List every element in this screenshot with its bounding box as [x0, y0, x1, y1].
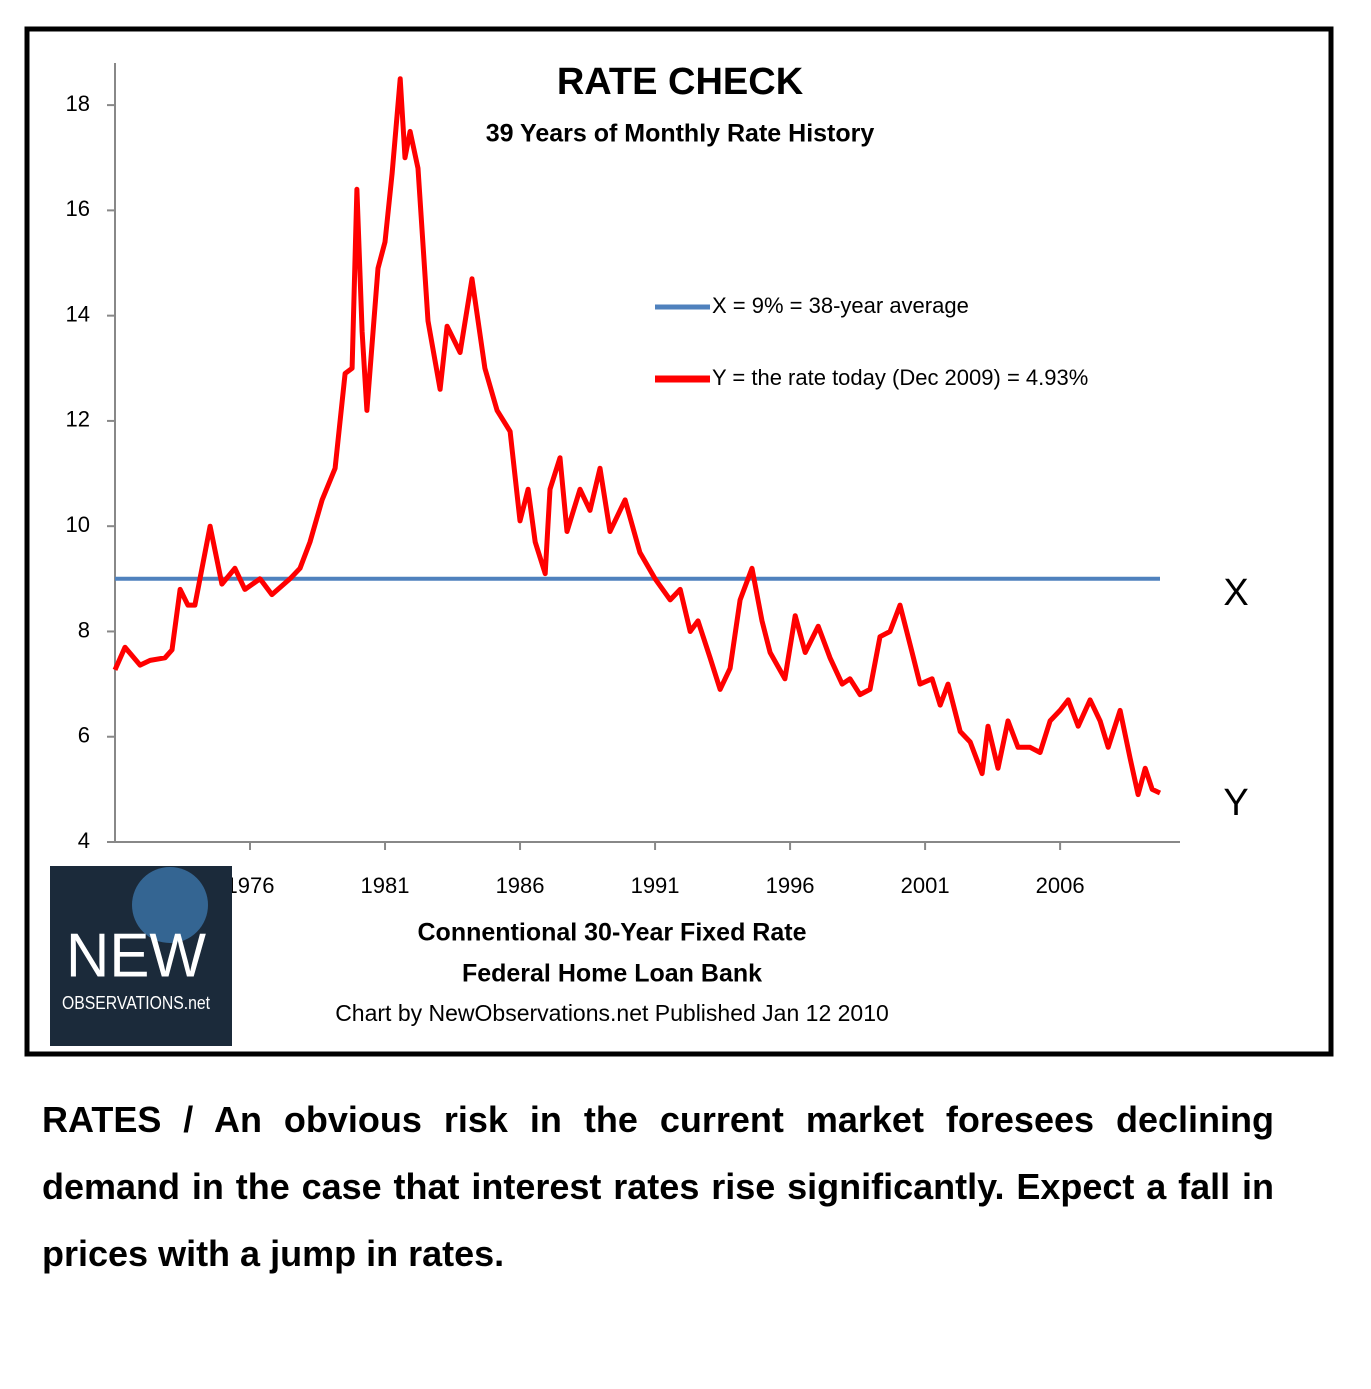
logo-subtitle: OBSERVATIONS.net [62, 993, 210, 1013]
y-tick-label: 10 [66, 512, 90, 537]
credit: Chart by NewObservations.net Published J… [335, 1000, 889, 1026]
y-tick-label: 4 [78, 828, 90, 853]
x-tick-label: 1996 [766, 873, 815, 898]
x-axis-label: Connentional 30-Year Fixed Rate [418, 919, 807, 947]
y-tick-label: 8 [78, 617, 90, 642]
y-tick-label: 6 [78, 723, 90, 748]
end-label: X [1223, 572, 1248, 614]
logo: NEW OBSERVATIONS.net [50, 866, 232, 1046]
logo-emblem [132, 867, 208, 943]
y-tick-label: 16 [66, 196, 90, 221]
chart-title: RATE CHECK [557, 61, 804, 103]
x-tick-label: 1986 [496, 873, 545, 898]
x-tick-label: 1976 [226, 873, 275, 898]
caption: RATES / An obvious risk in the current m… [42, 1099, 1274, 1274]
legend-label: X = 9% = 38-year average [712, 293, 969, 318]
x-tick-label: 2006 [1036, 873, 1085, 898]
end-label: Y [1223, 782, 1248, 824]
chart-frame [24, 26, 1334, 1057]
series-line [112, 76, 1162, 798]
x-tick-label: 1991 [631, 873, 680, 898]
logo-title: NEW [66, 921, 206, 990]
legend-label: Y = the rate today (Dec 2009) = 4.93% [712, 365, 1088, 390]
y-tick-label: 18 [66, 91, 90, 116]
y-tick-label: 12 [66, 407, 90, 432]
x-tick-label: 2001 [901, 873, 950, 898]
chart-subtitle: 39 Years of Monthly Rate History [486, 120, 875, 148]
x-axis-label: Federal Home Loan Bank [462, 960, 762, 988]
y-tick-label: 14 [66, 301, 90, 326]
x-tick-label: 1981 [361, 873, 410, 898]
